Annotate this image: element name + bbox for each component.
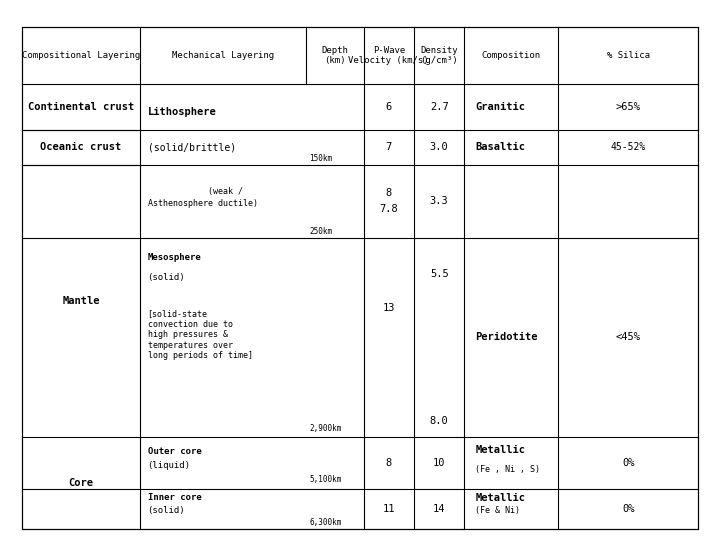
- Text: (weak /: (weak /: [148, 187, 243, 196]
- Text: Mesosphere: Mesosphere: [148, 253, 202, 262]
- Text: 5.5: 5.5: [430, 268, 449, 279]
- Text: 2.7: 2.7: [430, 102, 449, 112]
- Text: (Fe & Ni): (Fe & Ni): [475, 507, 521, 516]
- Text: 11: 11: [382, 504, 395, 514]
- Text: Lithosphere: Lithosphere: [148, 107, 216, 117]
- Text: (solid): (solid): [148, 273, 185, 282]
- Text: Depth
(km): Depth (km): [321, 46, 348, 65]
- Text: Mantle: Mantle: [62, 296, 100, 306]
- Text: Granitic: Granitic: [475, 102, 525, 112]
- Text: Composition: Composition: [482, 51, 541, 60]
- Text: 8.0: 8.0: [430, 416, 449, 427]
- Text: [solid-state
convection due to
high pressures &
temperatures over
long periods o: [solid-state convection due to high pres…: [148, 309, 253, 360]
- Text: 2,900km: 2,900km: [310, 424, 342, 433]
- Text: Peridotite: Peridotite: [475, 333, 538, 342]
- Text: 14: 14: [433, 504, 446, 514]
- Text: 7.8: 7.8: [379, 204, 398, 214]
- Text: (solid): (solid): [148, 507, 185, 516]
- Text: 7: 7: [386, 142, 392, 152]
- Text: Metallic: Metallic: [475, 445, 525, 455]
- Text: 8: 8: [386, 188, 392, 198]
- Text: Continental crust: Continental crust: [28, 102, 134, 112]
- Text: % Silica: % Silica: [607, 51, 649, 60]
- Text: 250km: 250km: [310, 227, 333, 235]
- Text: (Fe , Ni , S): (Fe , Ni , S): [475, 465, 540, 474]
- Text: 6,300km: 6,300km: [310, 517, 342, 526]
- Text: Outer core: Outer core: [148, 447, 202, 456]
- Text: <45%: <45%: [616, 333, 641, 342]
- Text: 13: 13: [382, 302, 395, 313]
- Text: 3.3: 3.3: [430, 196, 449, 206]
- Text: >65%: >65%: [616, 102, 641, 112]
- Text: Compositional Layering: Compositional Layering: [22, 51, 140, 60]
- Text: Metallic: Metallic: [475, 492, 525, 503]
- Text: 150km: 150km: [310, 154, 333, 163]
- Text: 5,100km: 5,100km: [310, 475, 342, 484]
- Text: 10: 10: [433, 458, 446, 468]
- Text: (solid/brittle): (solid/brittle): [148, 142, 235, 152]
- Text: Basaltic: Basaltic: [475, 142, 525, 152]
- Text: 0%: 0%: [622, 458, 634, 468]
- Text: P-Wave
Velocity (km/s): P-Wave Velocity (km/s): [348, 46, 429, 65]
- Text: (liquid): (liquid): [148, 461, 191, 470]
- Text: Oceanic crust: Oceanic crust: [40, 142, 122, 152]
- Text: Inner core: Inner core: [148, 493, 202, 502]
- Text: 0%: 0%: [622, 504, 634, 514]
- Text: Core: Core: [68, 478, 94, 488]
- Text: 45-52%: 45-52%: [611, 142, 646, 152]
- Text: Mechanical Layering: Mechanical Layering: [172, 51, 274, 60]
- Text: Density
(g/cm³): Density (g/cm³): [420, 46, 458, 65]
- Text: 8: 8: [386, 458, 392, 468]
- Text: 6: 6: [386, 102, 392, 112]
- Text: Asthenosphere ductile): Asthenosphere ductile): [148, 199, 258, 208]
- Text: 3.0: 3.0: [430, 142, 449, 152]
